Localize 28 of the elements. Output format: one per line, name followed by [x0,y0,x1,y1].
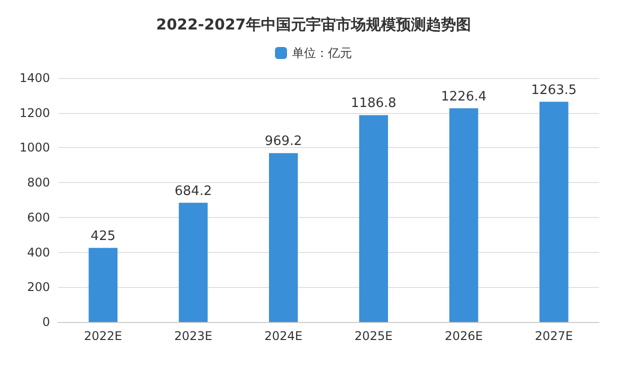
y-tick-label: 0 [42,315,50,329]
bar [268,153,298,322]
data-label: 425 [90,228,116,244]
data-label: 684.2 [174,184,212,199]
legend-label: 单位：亿元 [292,46,352,60]
bar [449,108,478,322]
y-tick-label: 200 [27,280,50,294]
y-tick-label: 400 [27,245,50,260]
data-label: 969.2 [264,134,302,150]
x-tick-label: 2022E [84,329,122,343]
y-tick-label: 800 [27,176,50,190]
bar [359,115,388,322]
data-label: 1186.8 [350,96,396,112]
y-tick-label: 1400 [19,71,50,85]
chart-title: 2022-2027年中国元宇宙市场规模预测趋势图 [156,16,471,34]
x-tick-label: 2027E [534,329,573,343]
data-label: 1263.5 [531,82,577,98]
x-tick-label: 2025E [354,329,393,343]
y-tick-label: 1200 [19,106,50,120]
y-tick-label: 600 [27,210,50,224]
bar [178,202,208,322]
bar [88,248,118,322]
x-tick-label: 2023E [174,329,212,343]
data-label: 1226.4 [441,89,486,104]
x-tick-label: 2026E [444,329,483,343]
bar [539,102,568,322]
y-tick-label: 1000 [19,140,50,155]
x-tick-label: 2024E [264,329,302,343]
